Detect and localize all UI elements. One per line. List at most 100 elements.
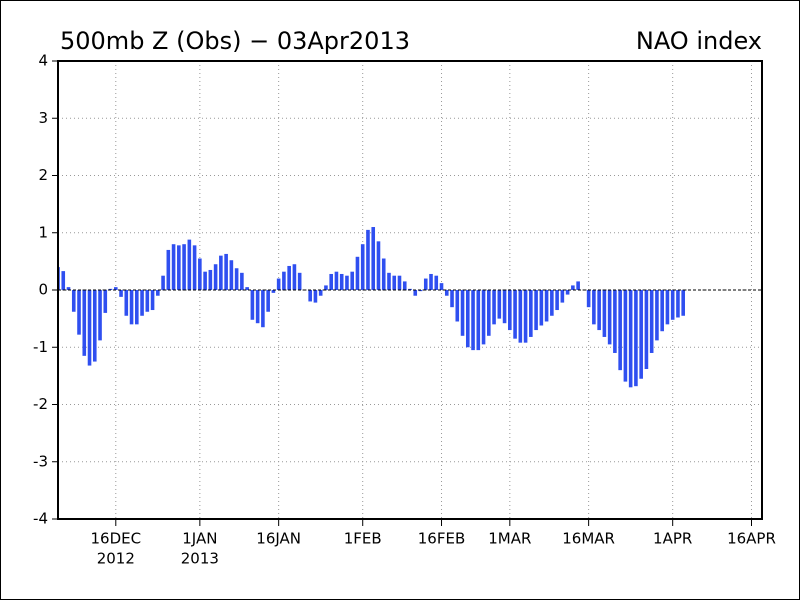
bar bbox=[240, 272, 244, 290]
bar bbox=[660, 290, 664, 332]
bar bbox=[71, 290, 76, 312]
bar bbox=[171, 244, 176, 290]
bar bbox=[518, 290, 523, 343]
bar bbox=[492, 290, 496, 325]
bar bbox=[623, 290, 628, 382]
bar bbox=[586, 290, 591, 308]
bar bbox=[487, 290, 491, 336]
bar bbox=[639, 290, 643, 379]
bar bbox=[644, 290, 649, 370]
bar bbox=[544, 290, 549, 322]
bar bbox=[513, 290, 517, 339]
bar bbox=[318, 290, 323, 296]
x-tick-label: 16APR bbox=[727, 530, 776, 548]
bar bbox=[103, 290, 108, 313]
bar bbox=[502, 290, 507, 324]
bar bbox=[618, 290, 622, 371]
bar bbox=[108, 288, 113, 290]
bar bbox=[224, 253, 228, 290]
bar bbox=[87, 290, 92, 366]
bar bbox=[408, 288, 412, 290]
bar bbox=[203, 271, 207, 290]
bar bbox=[576, 281, 580, 290]
bar bbox=[476, 290, 481, 351]
bar bbox=[276, 278, 281, 290]
bar bbox=[324, 285, 328, 290]
bar bbox=[250, 290, 255, 320]
bar bbox=[681, 290, 685, 316]
bar bbox=[92, 290, 97, 362]
x-tick-label: 1JAN bbox=[182, 530, 217, 548]
bar bbox=[376, 241, 381, 290]
plot-frame bbox=[57, 60, 763, 520]
bar bbox=[560, 290, 565, 303]
bar bbox=[571, 285, 575, 290]
bar bbox=[471, 290, 475, 351]
bar bbox=[219, 255, 223, 290]
x-tick-label: 1FEB bbox=[344, 530, 382, 548]
bar bbox=[634, 290, 638, 387]
bar bbox=[192, 245, 197, 290]
bar bbox=[597, 290, 601, 331]
bar bbox=[387, 272, 391, 290]
bar bbox=[182, 244, 186, 290]
bar bbox=[177, 245, 181, 290]
bar bbox=[261, 290, 265, 328]
bar bbox=[135, 290, 139, 325]
bar bbox=[381, 258, 386, 290]
bar bbox=[360, 244, 365, 290]
bar bbox=[402, 281, 407, 290]
chart-subtitle: NAO index bbox=[636, 27, 762, 55]
bar bbox=[82, 290, 87, 356]
bar bbox=[292, 264, 297, 290]
chart-title: 500mb Z (Obs) − 03Apr2013 bbox=[60, 27, 410, 55]
bar bbox=[508, 290, 512, 331]
bar bbox=[423, 278, 428, 290]
bar bbox=[397, 275, 402, 290]
bar bbox=[539, 290, 544, 326]
bar bbox=[255, 290, 260, 324]
bar bbox=[66, 287, 71, 290]
bar bbox=[156, 290, 160, 296]
bar bbox=[555, 290, 559, 311]
bar bbox=[418, 290, 423, 292]
x-tick-label: 16FEB bbox=[418, 530, 465, 548]
bar bbox=[350, 271, 355, 290]
y-tick-label: -3 bbox=[33, 452, 48, 470]
bar bbox=[166, 249, 171, 290]
bar bbox=[271, 290, 276, 293]
bar bbox=[98, 290, 102, 341]
bar bbox=[602, 290, 607, 337]
x-tick-year: 2013 bbox=[181, 550, 219, 568]
y-tick-label: -1 bbox=[33, 338, 48, 356]
bar bbox=[282, 271, 286, 290]
bar bbox=[434, 275, 439, 290]
bar bbox=[77, 290, 81, 335]
bar bbox=[124, 290, 129, 316]
bar bbox=[665, 290, 670, 325]
bar bbox=[366, 229, 370, 290]
x-tick-label: 16MAR bbox=[562, 530, 615, 548]
bar bbox=[429, 273, 433, 290]
x-tick-label: 1MAR bbox=[488, 530, 531, 548]
bar bbox=[450, 290, 454, 308]
bar bbox=[161, 275, 165, 290]
bar bbox=[497, 290, 502, 319]
bar bbox=[613, 290, 617, 353]
bar bbox=[266, 290, 270, 312]
bar bbox=[208, 269, 213, 290]
bar bbox=[392, 275, 397, 290]
bar bbox=[61, 271, 66, 290]
bar bbox=[465, 290, 470, 348]
bar bbox=[229, 260, 234, 290]
bar bbox=[534, 290, 538, 331]
bar bbox=[329, 273, 333, 290]
y-tick-label: -2 bbox=[33, 395, 48, 413]
bar bbox=[523, 290, 528, 343]
bar bbox=[119, 290, 123, 297]
bar bbox=[213, 264, 218, 290]
bar bbox=[145, 290, 150, 312]
bar bbox=[676, 290, 680, 318]
bar bbox=[140, 290, 144, 316]
